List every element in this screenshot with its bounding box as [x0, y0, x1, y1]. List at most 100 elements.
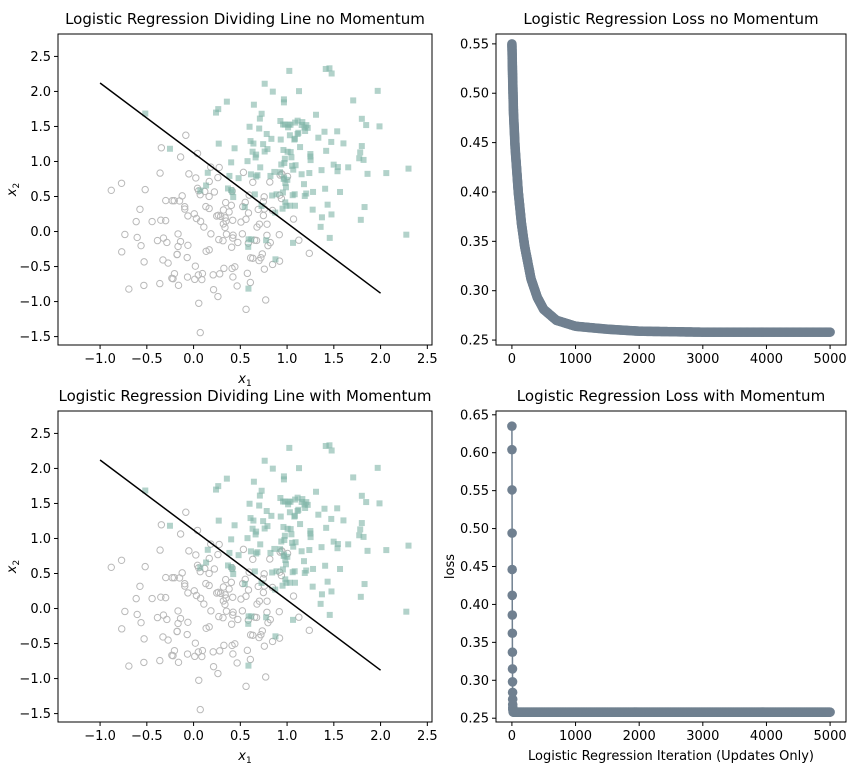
- class-0-point: [140, 281, 148, 290]
- class-1-point: [252, 154, 259, 161]
- class-1-point: [282, 576, 289, 583]
- x-axis-label: x1: [237, 372, 251, 389]
- class-1-point: [280, 146, 287, 153]
- x-tick-label: 1000: [559, 729, 592, 744]
- class-0-point: [216, 647, 224, 655]
- class-0-point: [238, 607, 247, 615]
- class-0-point: [117, 179, 126, 187]
- loss-line: [511, 43, 831, 333]
- class-1-point: [251, 568, 258, 575]
- loss-point: [507, 628, 518, 639]
- class-1-point: [258, 110, 265, 117]
- class-0-point: [205, 192, 213, 201]
- class-1-point: [376, 123, 383, 130]
- class-1-point: [306, 170, 313, 177]
- class-1-point: [298, 498, 305, 505]
- class-1-point: [288, 154, 295, 161]
- class-0-point: [198, 275, 206, 284]
- class-1-point: [272, 586, 279, 593]
- class-1-point: [324, 201, 331, 208]
- class-0-point: [141, 185, 149, 194]
- class-1-point: [376, 500, 383, 507]
- class-1-point: [247, 171, 254, 178]
- class-0-point: [255, 597, 264, 605]
- class-0-point: [225, 585, 233, 593]
- class-1-point: [228, 536, 235, 543]
- class-0-point: [185, 547, 193, 555]
- class-1-point: [228, 187, 235, 194]
- y-tick-label: 1.5: [30, 120, 51, 135]
- class-1-point: [268, 512, 275, 519]
- class-1-point: [245, 620, 252, 627]
- class-0-point: [153, 236, 162, 245]
- class-1-point: [241, 580, 248, 587]
- y-tick-label: 2.5: [30, 427, 51, 442]
- class-1-point: [258, 579, 265, 586]
- y-tick-label: 2.0: [30, 85, 51, 100]
- class-0-point: [136, 205, 144, 213]
- class-1-point: [361, 204, 368, 211]
- class-1-point: [269, 88, 276, 95]
- class-0-point: [180, 203, 189, 211]
- class-1-point: [340, 517, 347, 524]
- class-0-point: [170, 646, 179, 655]
- class-1-point: [247, 548, 254, 555]
- y-tick-label: −1.0: [19, 672, 51, 687]
- class-1-point: [257, 164, 264, 171]
- class-1-point: [360, 156, 367, 163]
- x-tick-label: 0.0: [183, 729, 204, 744]
- class-0-point: [205, 569, 213, 578]
- class-1-point: [287, 149, 294, 156]
- class-1-point: [267, 172, 274, 179]
- class-0-point: [137, 618, 145, 627]
- x-tick-label: 4000: [750, 352, 783, 367]
- class-0-point: [133, 610, 141, 619]
- class-0-point: [205, 177, 213, 186]
- loss-point: [825, 327, 835, 337]
- class-1-point: [286, 509, 293, 516]
- class-0-point: [157, 216, 165, 224]
- class-1-point: [286, 579, 293, 586]
- class-0-point: [176, 153, 185, 161]
- class-0-point: [140, 635, 148, 643]
- class-1-point: [301, 192, 308, 199]
- x-tick-label: 4000: [750, 729, 783, 744]
- class-1-point: [223, 475, 230, 482]
- class-1-point: [277, 136, 284, 143]
- class-1-point: [257, 541, 264, 548]
- class-0-point: [148, 217, 156, 226]
- class-0-point: [200, 600, 208, 608]
- y-tick-label: −1.5: [19, 330, 51, 345]
- class-1-point: [334, 128, 341, 135]
- class-1-point: [290, 616, 297, 623]
- class-0-point: [221, 575, 230, 584]
- y-tick-label: 0.45: [460, 560, 489, 575]
- class-1-point: [280, 476, 287, 483]
- x-tick-label: 2.5: [417, 729, 438, 744]
- class-0-point: [205, 204, 213, 213]
- class-0-point: [222, 230, 231, 238]
- class-1-point: [363, 122, 370, 129]
- class-0-point: [169, 275, 177, 283]
- class-1-point: [228, 159, 235, 166]
- x-axis-label: x1: [237, 749, 251, 766]
- class-0-point: [260, 193, 268, 201]
- class-0-point: [157, 521, 166, 529]
- y-tick-label: −0.5: [19, 637, 51, 652]
- class-1-point: [280, 99, 287, 106]
- x-tick-label: 1.0: [277, 352, 298, 367]
- class-1-point: [313, 488, 320, 495]
- axes-frame: [495, 410, 847, 723]
- class-0-point: [192, 551, 200, 559]
- class-1-point: [231, 145, 238, 152]
- plot-area: [99, 65, 412, 337]
- class-1-point: [303, 499, 310, 506]
- class-1-point: [280, 523, 287, 530]
- class-1-point: [322, 442, 329, 449]
- class-0-point: [231, 640, 239, 648]
- class-1-point: [226, 172, 233, 179]
- class-1-point: [290, 166, 297, 173]
- class-0-point: [239, 545, 248, 554]
- loss-point: [507, 590, 518, 601]
- class-0-point: [215, 540, 223, 549]
